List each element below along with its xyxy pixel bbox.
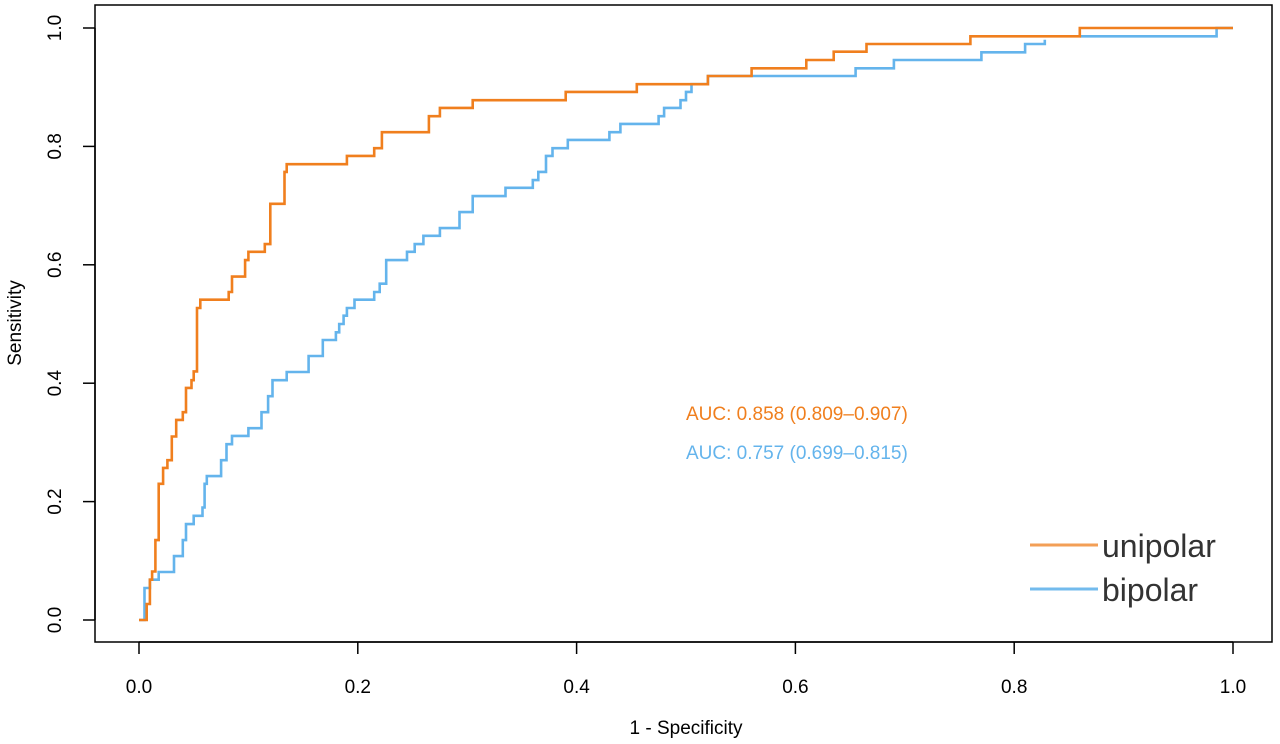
- y-tick-label: 0.8: [45, 133, 66, 159]
- x-tick-label: 0.8: [1001, 677, 1027, 698]
- x-tick-label: 0.0: [126, 677, 152, 698]
- y-tick-label: 0.2: [45, 488, 66, 514]
- x-tick-label: 0.6: [782, 677, 808, 698]
- x-tick-label: 0.4: [563, 677, 590, 698]
- legend-label-unipolar: unipolar: [1102, 528, 1216, 564]
- x-axis-label: 1 - Specificity: [630, 718, 743, 739]
- y-tick-label: 1.0: [45, 15, 66, 41]
- legend: unipolar bipolar: [1030, 528, 1216, 608]
- y-tick-label: 0.6: [45, 252, 66, 278]
- y-tick-label: 0.0: [45, 607, 66, 633]
- y-axis-label: Sensitivity: [5, 280, 26, 366]
- auc-label-unipolar: AUC: 0.858 (0.809–0.907): [686, 404, 908, 425]
- x-tick-label: 0.2: [345, 677, 371, 698]
- series-line-bipolar: [139, 39, 1047, 622]
- y-tick-label: 0.4: [45, 370, 66, 397]
- auc-label-bipolar: AUC: 0.757 (0.699–0.815): [686, 443, 908, 464]
- x-tick-label: 1.0: [1220, 677, 1246, 698]
- legend-label-bipolar: bipolar: [1102, 572, 1198, 608]
- series-layer: [139, 26, 1233, 622]
- series-line-unipolar: [139, 26, 1233, 622]
- x-axis: 0.0 0.2 0.4 0.6 0.8 1.0: [126, 641, 1246, 698]
- y-axis: 0.0 0.2 0.4 0.6 0.8 1.0: [45, 15, 96, 633]
